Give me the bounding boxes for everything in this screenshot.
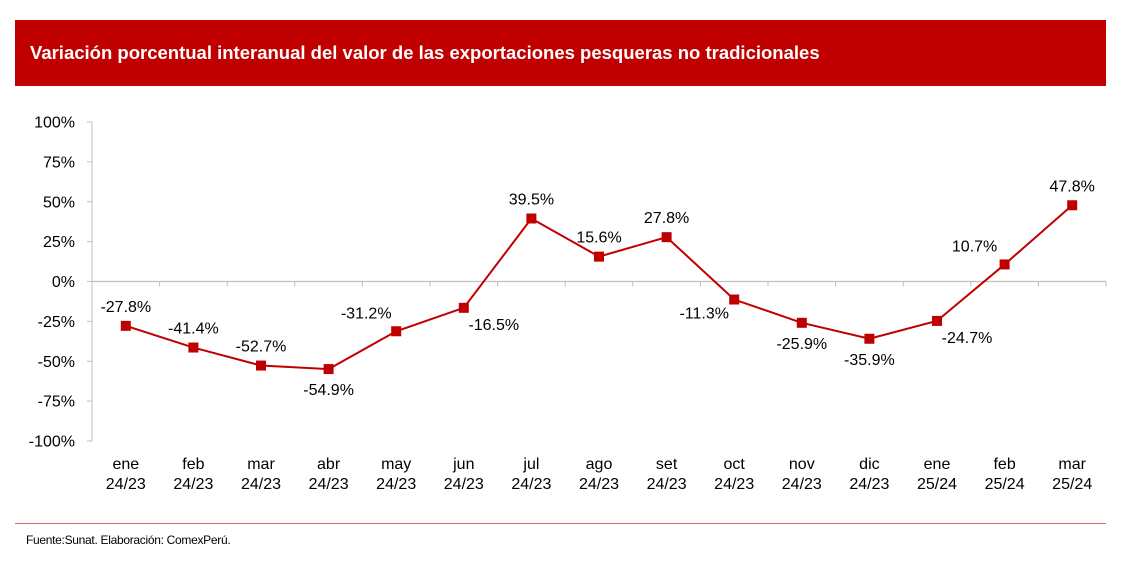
y-tick-label: 100% [34, 115, 75, 132]
x-tick-label: jul 24/23 [511, 456, 551, 493]
x-axis: ene 24/23 feb 24/23 mar 24/23 abr 24/23 may 24/23… [91, 280, 1107, 493]
y-axis: 100% 75% 50% 25% 0% -25% -50% -75% -100% [29, 115, 93, 451]
x-tick-label: feb 24/23 [173, 456, 213, 493]
x-tick-label: dic 24/23 [849, 456, 889, 493]
data-label: -16.5% [468, 317, 519, 334]
data-marker [796, 317, 807, 328]
x-tick-label: ene 25/24 [917, 456, 957, 493]
x-tick-label: nov 24/23 [782, 456, 822, 493]
source-note: Fuente:Sunat. Elaboración: ComexPerú. [26, 533, 231, 547]
x-tick-label: mar 24/23 [241, 456, 281, 493]
data-marker [594, 251, 604, 262]
y-tick-label: 75% [43, 154, 75, 171]
data-label: -11.3% [679, 306, 729, 323]
x-tick-label: mar 25/24 [1052, 456, 1092, 493]
x-tick-label: jun 24/23 [444, 456, 484, 493]
data-labels: -27.8% -41.4% -52.7% -54.9% -31.2% -16.5% 39.5… [100, 178, 1094, 399]
y-tick-label: -100% [29, 434, 75, 451]
data-marker [120, 320, 131, 331]
y-tick-label: 25% [43, 234, 75, 251]
data-label: -27.8% [100, 299, 151, 316]
data-marker [864, 333, 875, 344]
y-tick-label: 0% [52, 274, 75, 291]
data-marker [661, 232, 672, 243]
data-label: -52.7% [236, 339, 287, 356]
data-label: -31.2% [341, 305, 392, 322]
data-marker [729, 294, 740, 305]
x-tick-label: abr 24/23 [309, 456, 349, 493]
data-label: -24.7% [942, 330, 993, 347]
data-marker [932, 315, 942, 326]
chart-title: Variación porcentual interanual del valo… [30, 42, 820, 63]
data-label: -25.9% [776, 336, 827, 353]
data-label: 10.7% [952, 238, 997, 255]
y-tick-label: -25% [38, 314, 75, 331]
x-tick-label: oct 24/23 [714, 456, 754, 493]
data-marker [188, 342, 199, 353]
x-tick-label: ene 24/23 [106, 456, 146, 493]
series-variacion [120, 200, 1078, 375]
data-label: -41.4% [168, 321, 219, 338]
data-marker [999, 259, 1010, 270]
x-tick-label: may 24/23 [376, 456, 416, 493]
y-tick-label: -75% [38, 394, 75, 411]
data-marker [391, 326, 402, 337]
data-marker [526, 213, 537, 224]
chart-title-bar: Variación porcentual interanual del valo… [15, 20, 1106, 86]
data-marker [458, 302, 469, 313]
data-label: -54.9% [303, 382, 354, 399]
data-label: -35.9% [844, 352, 895, 369]
y-tick-label: -50% [38, 354, 75, 371]
footer-divider [15, 523, 1106, 524]
data-label: 39.5% [509, 191, 554, 208]
x-tick-label: set 24/23 [647, 456, 687, 493]
x-tick-label: feb 25/24 [985, 456, 1025, 493]
data-marker [323, 364, 334, 375]
data-marker [1067, 200, 1078, 211]
data-label: 27.8% [644, 210, 689, 227]
data-label: 47.8% [1050, 178, 1095, 195]
data-marker [256, 360, 266, 371]
data-label: 15.6% [576, 230, 621, 247]
x-tick-label: ago 24/23 [579, 456, 619, 493]
y-tick-label: 50% [43, 194, 75, 211]
